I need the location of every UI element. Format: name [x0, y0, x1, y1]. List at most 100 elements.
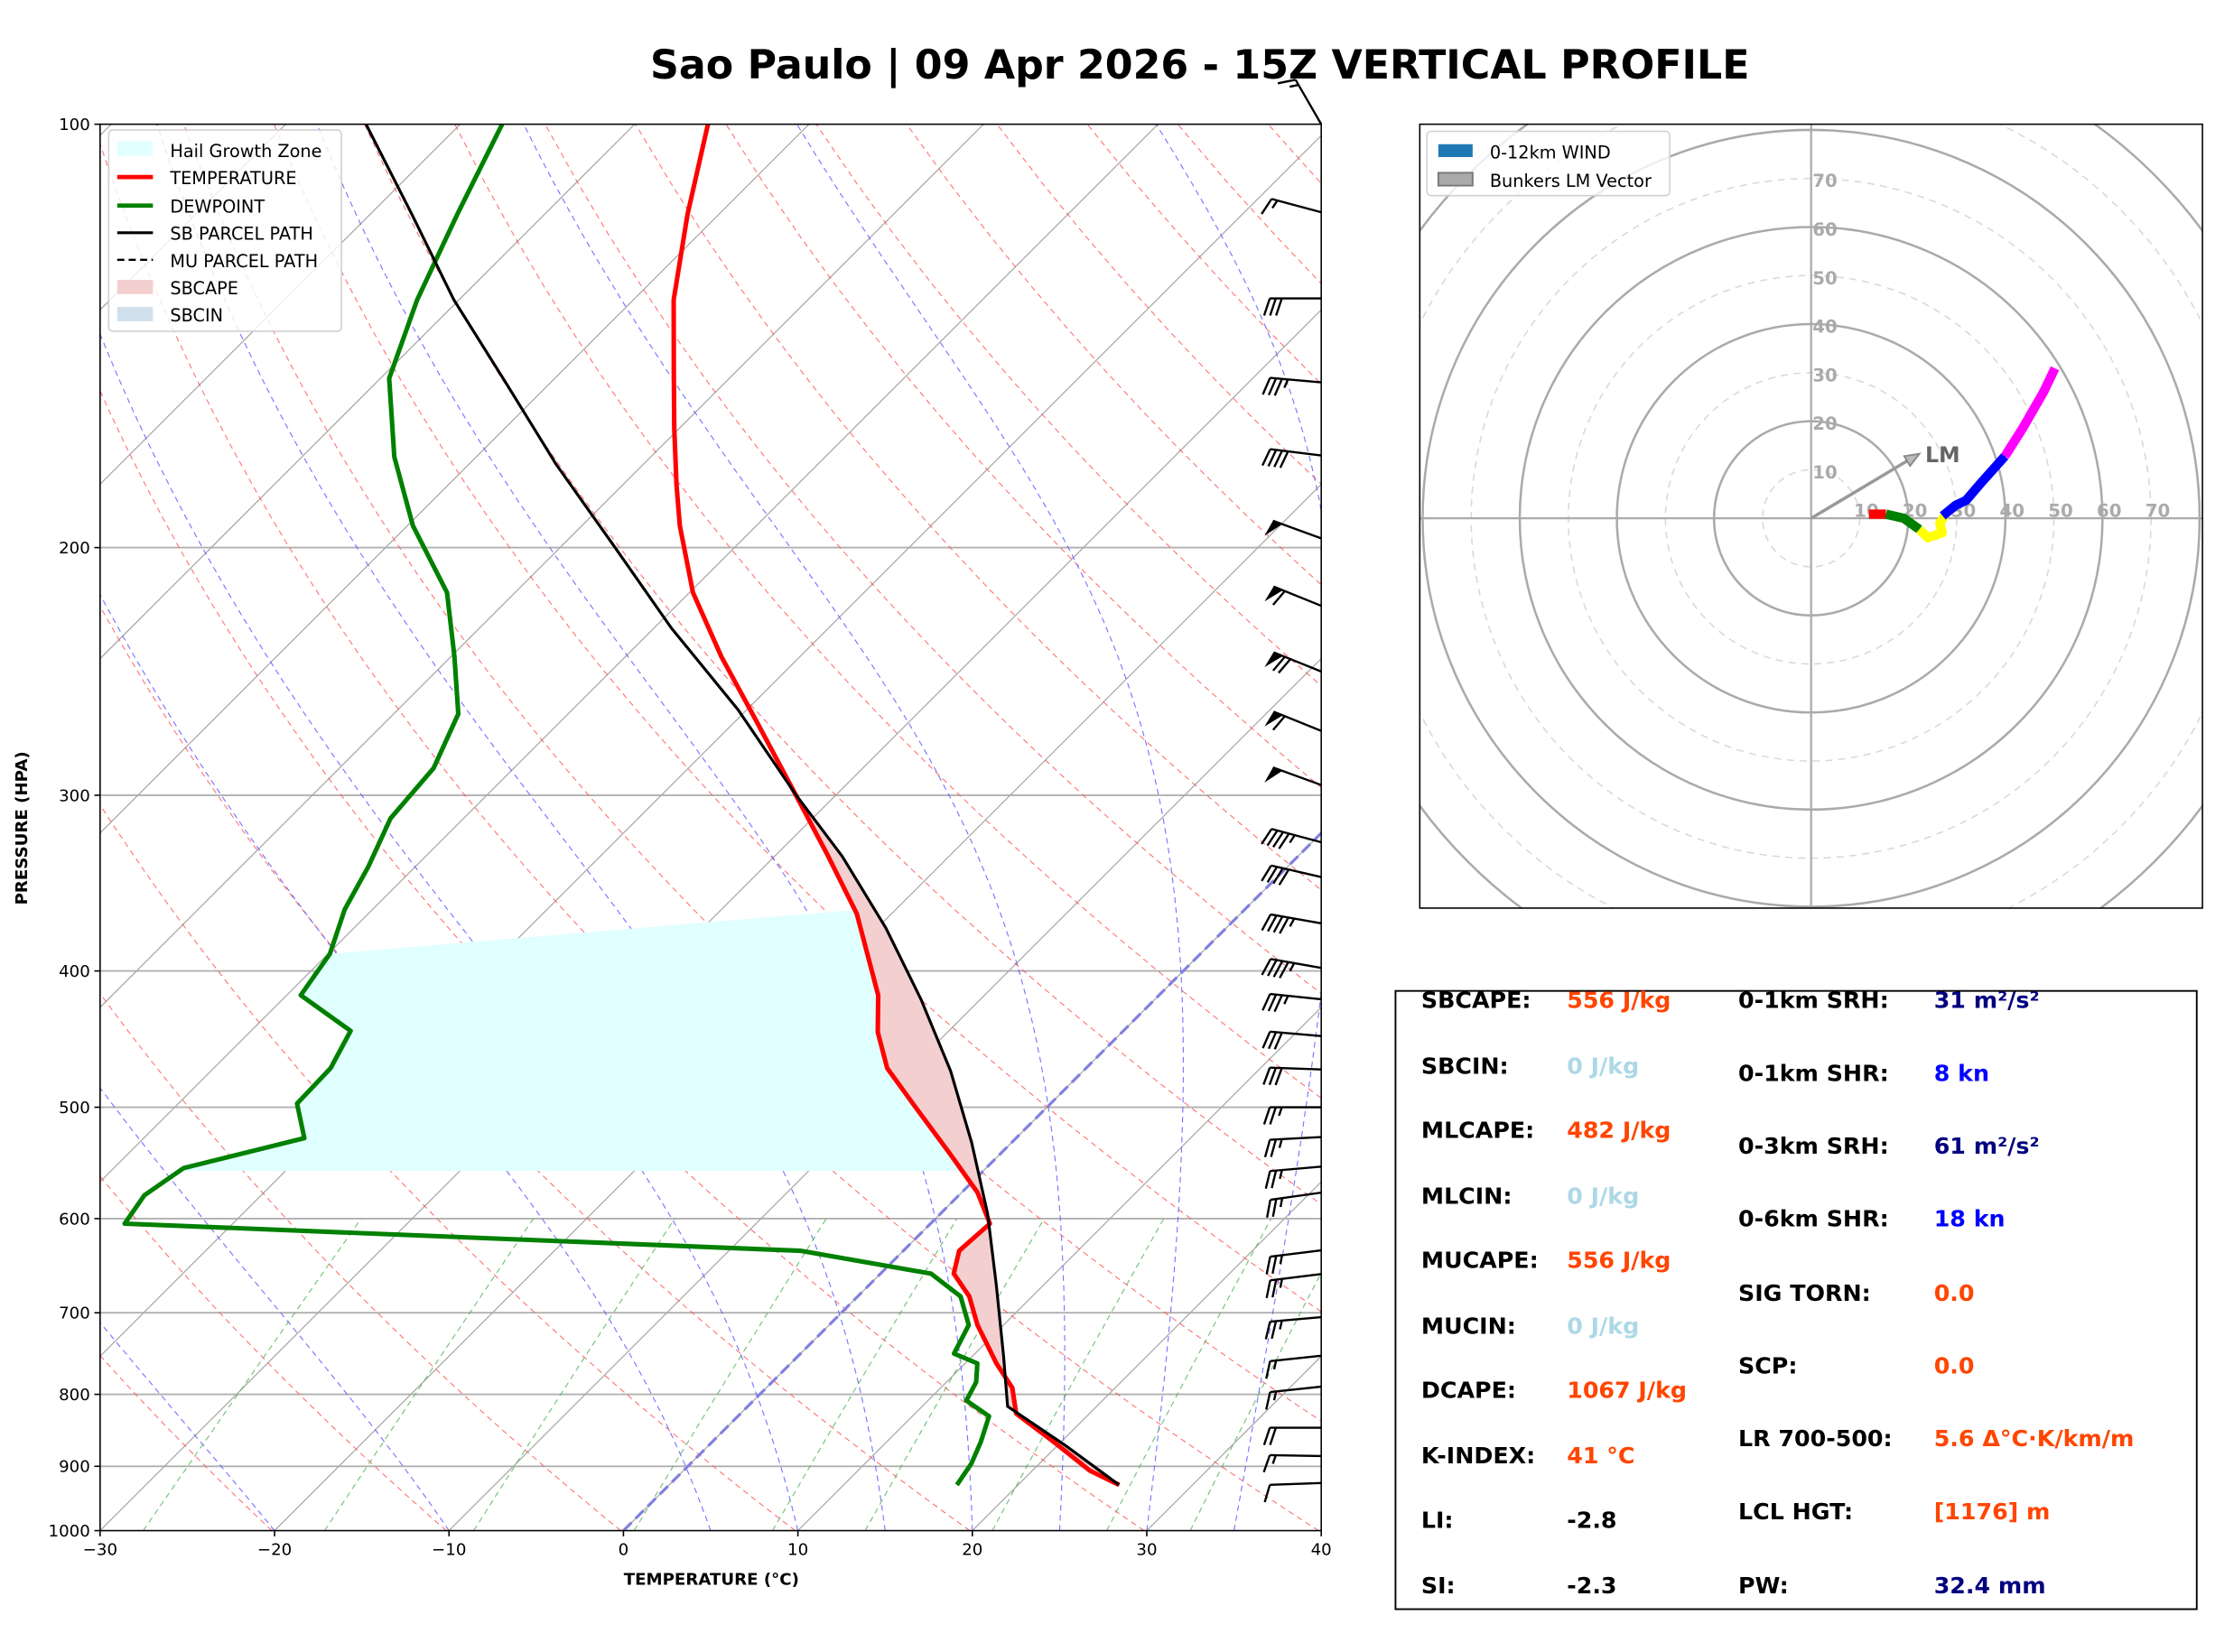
barb-full [1261, 993, 1271, 1011]
wind-barb [1262, 1453, 1322, 1473]
barb-full [1268, 1031, 1278, 1050]
barb-full [1279, 961, 1289, 979]
stat-value: 0 J/kg [1567, 1183, 1639, 1209]
moist-adiabat-line [1155, 124, 1322, 1531]
barb-pennant [1264, 711, 1283, 727]
wind-barbs [1261, 79, 1323, 1503]
barb-full [1278, 868, 1290, 886]
barb-staff [1272, 651, 1322, 673]
barb-half [1278, 1107, 1283, 1117]
barb-half [1279, 1255, 1284, 1265]
x-tick-label: −20 [257, 1540, 292, 1559]
stat-label: PW: [1738, 1573, 1789, 1599]
wind-barb [1277, 79, 1323, 125]
y-tick-label: 200 [59, 539, 90, 558]
hodograph-ring-label-y: 70 [1812, 171, 1838, 191]
x-tick-label: −30 [83, 1540, 117, 1559]
barb-full [1271, 1279, 1278, 1298]
hail-growth-zone-area [179, 910, 963, 1172]
barb-full [1278, 658, 1291, 674]
wind-barb [1261, 448, 1322, 469]
wind-barb [1265, 1354, 1322, 1379]
mixing-ratio-line [864, 1218, 1045, 1531]
barb-full [1269, 298, 1278, 316]
barb-full [1272, 868, 1284, 885]
hodo-legend-swatch-lm [1437, 172, 1474, 187]
y-axis-label: PRESSURE (HPA) [13, 751, 32, 905]
barb-half [1283, 378, 1289, 388]
wind-barb [1261, 992, 1322, 1013]
wind-barb [1262, 1066, 1322, 1086]
barb-staff [1270, 1273, 1322, 1282]
dry-adiabat-line [99, 1354, 273, 1531]
barb-half [1278, 1138, 1283, 1148]
hodograph-ring-label-y: 60 [1812, 219, 1838, 240]
stat-value: 556 J/kg [1567, 988, 1671, 1014]
barb-full [1271, 715, 1286, 731]
stat-value: 0.0 [1934, 1353, 1975, 1379]
y-tick-label: 1000 [49, 1522, 90, 1541]
barb-full [1277, 79, 1296, 85]
barb-full [1267, 994, 1278, 1012]
dry-adiabat-line [545, 124, 1322, 995]
stat-value: 18 kn [1934, 1206, 2006, 1232]
stat-label: LCL HGT: [1738, 1499, 1853, 1525]
stats-left-column: SBCAPE: 556 J/kg SBCIN: 0 J/kg MLCAPE: 4… [1421, 988, 1687, 1599]
wind-barb [1262, 1426, 1322, 1445]
y-tick-label: 400 [59, 962, 90, 981]
isotherm-line [99, 124, 810, 834]
stat-value: 5.6 Δ°C·K/km/m [1934, 1425, 2135, 1452]
sbcape-area [795, 794, 1120, 1485]
wind-barb [1261, 864, 1322, 886]
stat-value: 0 J/kg [1567, 1313, 1639, 1339]
barb-staff [1271, 198, 1322, 214]
wind-barb [1263, 1136, 1322, 1158]
barb-full [1272, 961, 1284, 978]
barb-half [1289, 83, 1299, 88]
barb-full [1266, 1199, 1271, 1218]
barb-full [1273, 450, 1283, 468]
figure-title: Sao Paulo | 09 Apr 2026 - 15Z VERTICAL P… [650, 42, 1749, 88]
hodograph-ring-label-y: 30 [1812, 365, 1838, 385]
hodograph-segment [1885, 509, 1922, 534]
wind-barb [1264, 1315, 1322, 1340]
stat-label: 0-1km SRH: [1738, 988, 1889, 1014]
wind-barb [1264, 766, 1322, 786]
stat-value: 556 J/kg [1567, 1248, 1671, 1274]
barb-half [1279, 1197, 1284, 1208]
barb-full [1265, 1280, 1271, 1299]
stat-value: 61 m²/s² [1934, 1133, 2040, 1159]
mixing-ratio-line [473, 1218, 675, 1531]
hodo-legend-label-wind: 0-12km WIND [1490, 143, 1611, 163]
stat-label: MUCIN: [1421, 1313, 1516, 1339]
barb-staff [1270, 1354, 1322, 1362]
barb-full [1267, 959, 1278, 977]
stat-label: SBCIN: [1421, 1053, 1509, 1079]
barb-half [1289, 834, 1296, 844]
stat-label: SCP: [1738, 1353, 1797, 1379]
wind-barb [1264, 710, 1322, 732]
barb-staff [1270, 376, 1322, 384]
y-tick-label: 100 [59, 116, 90, 135]
wind-barb [1265, 1273, 1322, 1299]
isotherm-line [797, 1007, 1322, 1531]
barb-half [1279, 1320, 1283, 1330]
stats-right-column: 0-1km SRH: 31 m²/s² 0-1km SHR: 8 kn 0-3k… [1738, 988, 2134, 1599]
barb-staff [1270, 913, 1322, 925]
skew-t-shading [179, 794, 1120, 1485]
wind-barb [1261, 958, 1322, 979]
stat-label: LR 700-500: [1738, 1425, 1893, 1452]
hodograph-segment [1940, 452, 2009, 520]
barb-full [1262, 1427, 1271, 1445]
barb-full [1269, 1107, 1278, 1125]
mixing-ratio-line [143, 1218, 362, 1531]
barb-full [1264, 1321, 1271, 1340]
x-tick-label: −10 [432, 1540, 466, 1559]
sb-parcel-line [364, 124, 1121, 1487]
bunkers-lm-label: LM [1925, 442, 1960, 468]
isotherm-line [99, 309, 1322, 1531]
dry-adiabat-line [99, 992, 621, 1531]
wind-barb [1261, 828, 1322, 849]
